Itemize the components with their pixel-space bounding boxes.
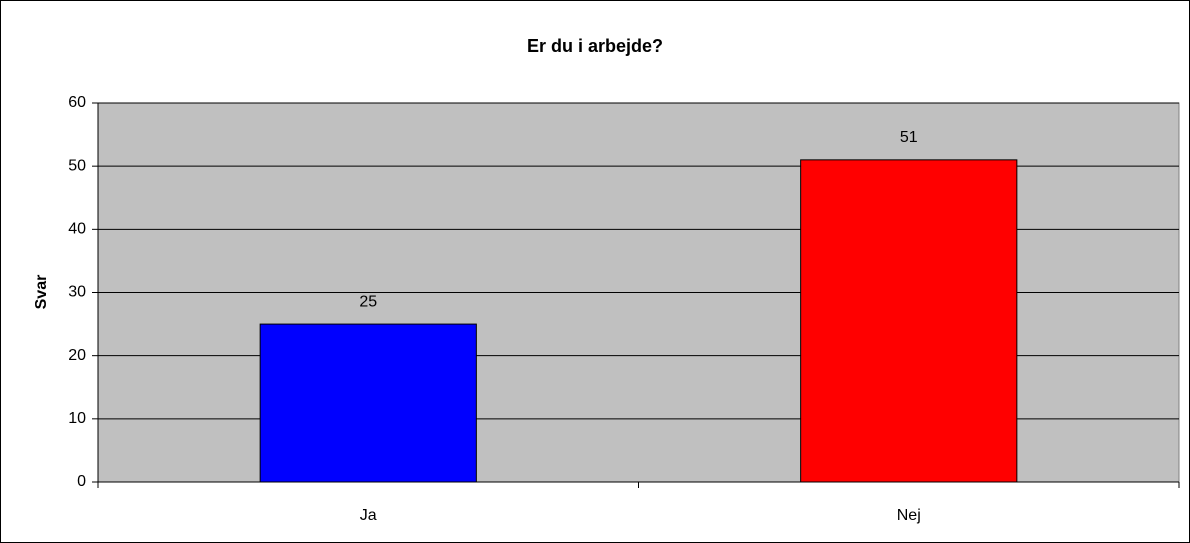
data-label: 25 (359, 293, 377, 310)
y-tick-label: 60 (68, 94, 86, 111)
y-tick-label: 40 (68, 221, 86, 238)
data-label: 51 (900, 129, 918, 146)
y-tick-label: 50 (68, 157, 86, 174)
y-tick-label: 10 (68, 410, 86, 427)
bar (259, 323, 477, 483)
chart-title: Er du i arbejde? (527, 36, 663, 56)
y-tick-label: 30 (68, 284, 86, 301)
y-tick-label: 0 (77, 473, 86, 490)
bar (800, 159, 1018, 483)
x-tick-label: Nej (897, 507, 921, 524)
y-axis-label: Svar (33, 275, 50, 310)
y-tick-label: 20 (68, 347, 86, 364)
x-tick-label: Ja (360, 507, 377, 524)
